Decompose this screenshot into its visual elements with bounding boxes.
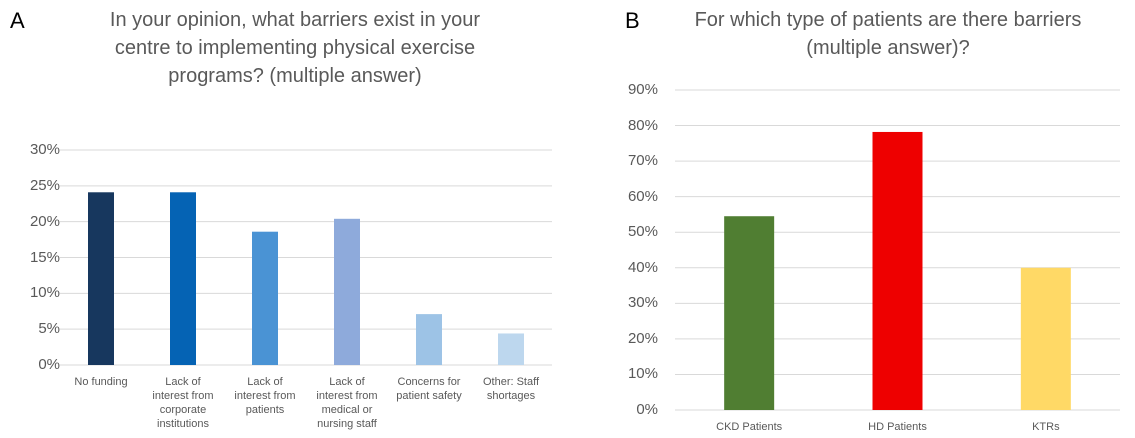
y-tick-label: 0%	[636, 401, 658, 418]
panel-label: A	[10, 8, 25, 33]
y-tick-label: 15%	[29, 248, 60, 266]
bar	[170, 192, 196, 365]
panel-label: B	[625, 8, 640, 33]
y-tick-label: 30%	[627, 294, 658, 312]
y-tick-label: 0%	[38, 356, 60, 373]
y-tick-label: 5%	[38, 320, 60, 338]
y-tick-label: 90%	[627, 81, 658, 98]
chart-title: In your opinion, what barriers exist in …	[109, 9, 481, 87]
y-tick-label: 10%	[29, 284, 60, 302]
y-tick-label: 40%	[627, 258, 658, 276]
x-tick-label: No funding	[74, 376, 128, 388]
bar	[334, 218, 360, 365]
y-tick-label: 50%	[627, 223, 658, 241]
bar	[1020, 267, 1071, 410]
x-tick-label: CKD Patients	[716, 421, 783, 433]
x-tick-label: Concerns for patient safety	[396, 376, 462, 402]
bar	[872, 131, 923, 410]
bar	[88, 192, 114, 365]
bar	[498, 333, 524, 365]
x-tick-label: KTRs	[1032, 421, 1060, 433]
x-tick-label: Lack of interest from corporate institut…	[152, 376, 214, 430]
x-tick-label: HD Patients	[868, 421, 927, 433]
y-tick-label: 80%	[627, 116, 658, 134]
bar	[416, 314, 442, 365]
y-tick-label: 20%	[627, 329, 658, 347]
y-tick-label: 70%	[627, 152, 658, 170]
x-tick-label: Lack of interest from medical or nursing…	[316, 376, 378, 430]
chart-title: For which type of patients are there bar…	[694, 9, 1082, 59]
bar	[252, 231, 278, 365]
bar	[724, 216, 775, 410]
y-tick-label: 20%	[29, 212, 60, 230]
x-tick-label: Other: Staff shortages	[482, 376, 540, 402]
y-tick-label: 10%	[627, 365, 658, 383]
y-tick-label: 25%	[29, 176, 60, 194]
x-tick-label: Lack of interest from patients	[234, 376, 296, 416]
y-tick-label: 60%	[627, 187, 658, 205]
y-tick-label: 30%	[29, 141, 60, 158]
